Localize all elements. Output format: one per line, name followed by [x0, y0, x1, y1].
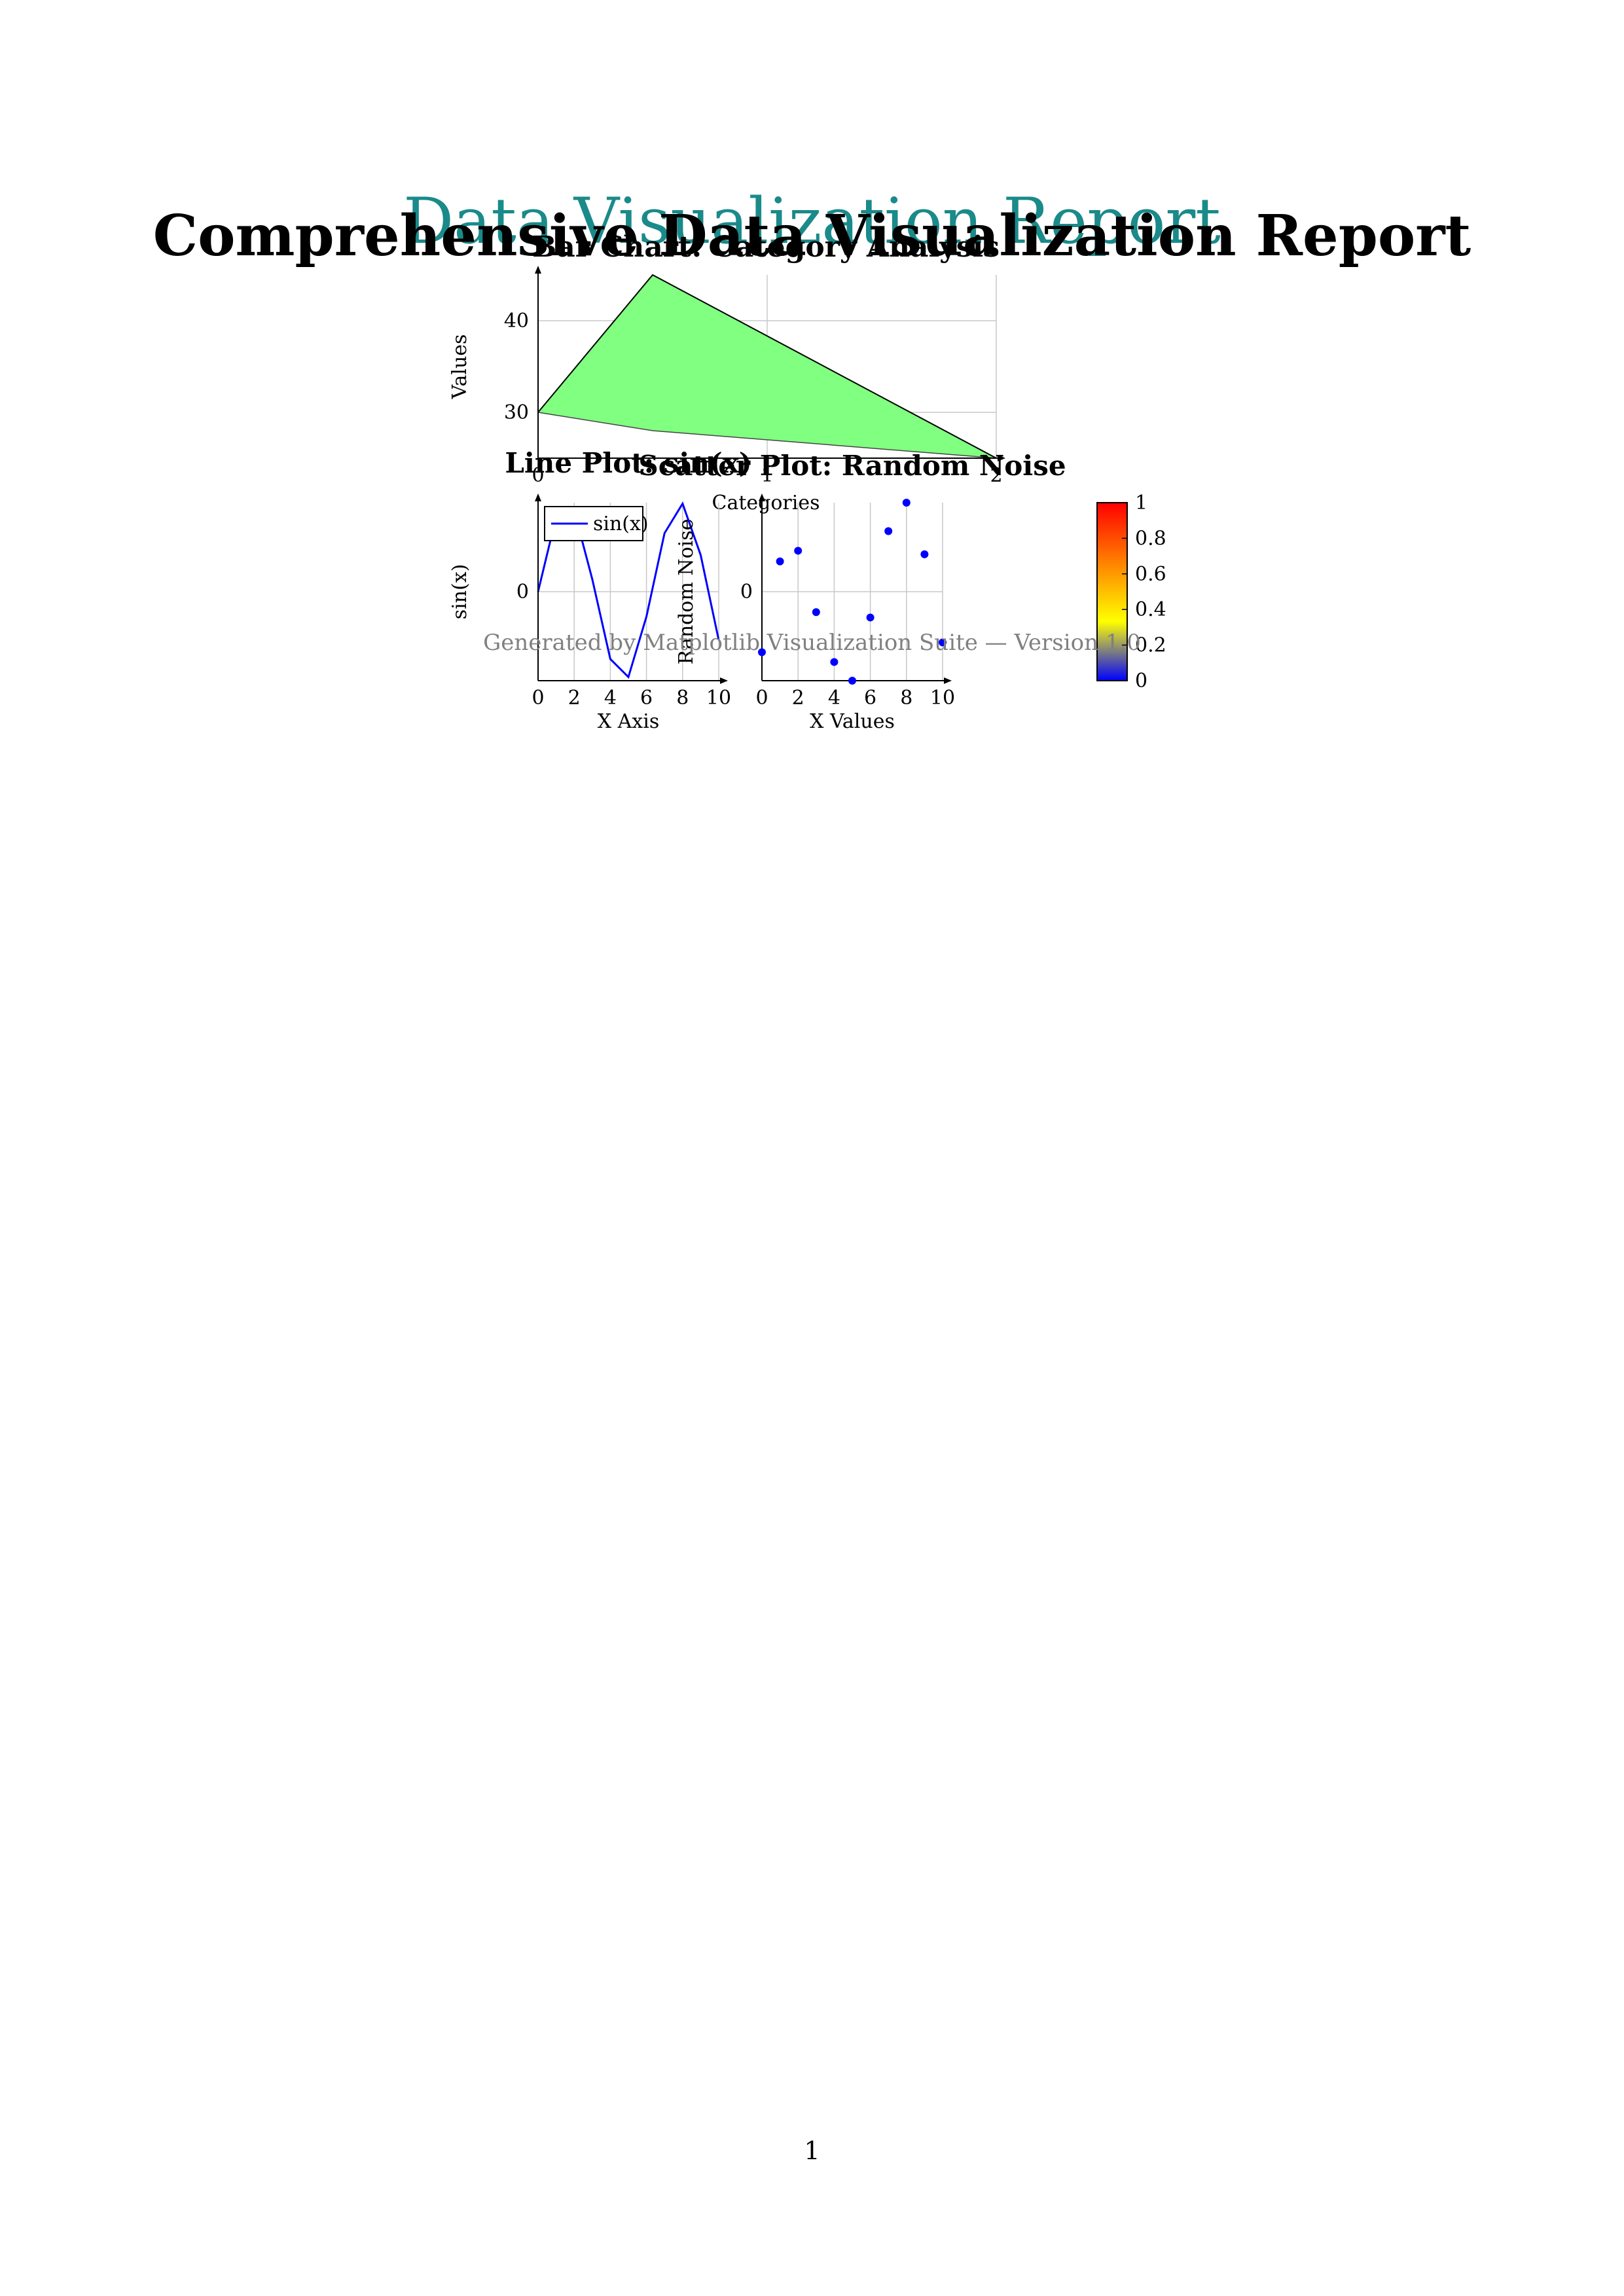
colorbar-tick-label: 0: [1135, 670, 1147, 692]
legend: sin(x): [544, 506, 649, 541]
area-upper-edge: [537, 274, 997, 459]
x-axis-label: X Axis: [598, 710, 659, 733]
x-tick-label: 6: [640, 687, 653, 709]
y-axis-arrow: [535, 266, 541, 274]
legend-label: sin(x): [593, 512, 649, 535]
x-tick-label: 0: [532, 464, 544, 487]
x-tick-label: 0: [532, 687, 544, 709]
y-tick-label: 0: [740, 581, 753, 603]
legend-box: [544, 506, 643, 541]
x-tick-label: 10: [930, 687, 955, 709]
page-number: 1: [804, 2136, 820, 2165]
y-axis-label: sin(x): [448, 564, 471, 620]
x-axis-label: Categories: [712, 492, 820, 514]
chart-title: Bar Chart: Category Analysis: [532, 230, 1000, 264]
x-tick-label: 4: [604, 687, 617, 709]
colorbar-tick-label: 0.6: [1135, 563, 1166, 586]
scatter-point: [939, 638, 947, 647]
scatter-point: [794, 547, 803, 555]
x-tick-label: 8: [900, 687, 912, 709]
scatter-point: [902, 499, 911, 507]
colorbar: [1096, 502, 1128, 681]
colorbar-tick-label: 0.8: [1135, 527, 1166, 550]
scatter-point: [848, 677, 856, 685]
y-axis-arrow: [759, 493, 765, 501]
scatter-point: [884, 527, 893, 535]
scatter-point: [758, 648, 766, 656]
x-axis-arrow: [944, 677, 952, 684]
colorbar-tick-label: 1: [1135, 492, 1147, 514]
scatter-point: [830, 658, 839, 666]
x-axis-arrow: [998, 455, 1005, 461]
x-tick-label: 10: [706, 687, 731, 709]
scatter-point: [812, 608, 820, 617]
chart-title: Scatter Plot: Random Noise: [638, 450, 1066, 482]
x-tick-label: 4: [828, 687, 840, 709]
chart-title: Line Plot: sin(x): [505, 447, 751, 479]
x-tick-label: 1: [761, 464, 773, 487]
y-axis-label: Values: [448, 334, 471, 400]
line-chart: 0 2 4 6 8 10 0 sin(x) Line Plot: sin(x) X Axis sin…: [448, 447, 752, 733]
x-tick-label: 2: [568, 687, 581, 709]
y-tick-label: 0: [516, 581, 529, 603]
area-chart: 0 1 2 30 40 Bar Chart: Category Analysis Categ…: [448, 230, 1005, 514]
area-lower-edge: [537, 412, 997, 459]
x-tick-label: 0: [755, 687, 768, 709]
scatter-point: [776, 557, 784, 565]
y-tick-label: 30: [504, 401, 529, 424]
scatter-point: [866, 613, 875, 622]
y-axis-label: Random Noise: [675, 519, 698, 665]
x-axis-label: X Values: [810, 710, 895, 733]
footer-note: Generated by Matplotlib Visualization Su…: [483, 630, 1141, 656]
area-fill: [538, 275, 996, 458]
y-axis-arrow: [535, 493, 541, 501]
y-tick-label: 40: [504, 310, 529, 332]
x-tick-label: 8: [676, 687, 689, 709]
x-tick-label: 2: [792, 687, 804, 709]
overlay-title: Data Visualization Report: [403, 185, 1221, 258]
scatter-point: [920, 550, 929, 558]
x-tick-label: 2: [990, 464, 1002, 487]
x-axis-arrow: [720, 677, 728, 684]
colorbar-tick-label: 0.2: [1135, 634, 1166, 657]
colorbar-tick-label: 0.4: [1135, 598, 1166, 621]
main-title: Comprehensive Data Visualization Report: [153, 203, 1471, 269]
x-tick-label: 6: [864, 687, 876, 709]
